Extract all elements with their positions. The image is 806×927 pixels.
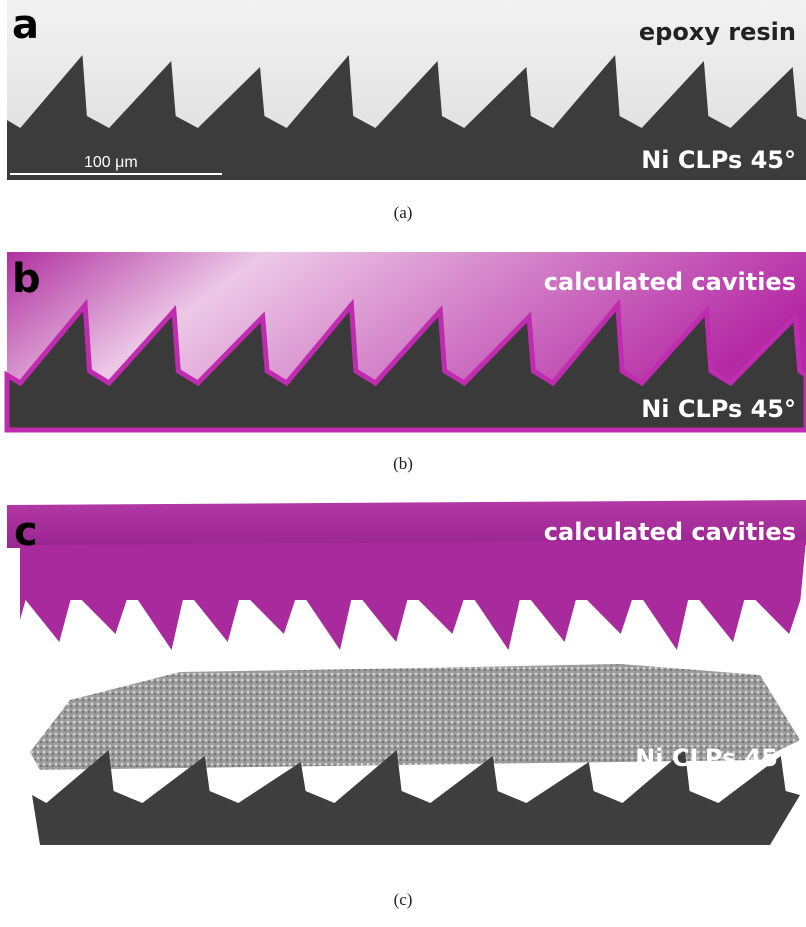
cavity-fringe [20, 540, 806, 650]
bottom-label: Ni CLPs 45° [635, 744, 790, 772]
caption: (b) [393, 454, 413, 473]
caption: (c) [394, 890, 413, 909]
caption: (a) [394, 203, 413, 222]
panel-letter: c [14, 509, 38, 555]
scale-label: 100 μm [84, 154, 138, 171]
panel-a: a epoxy resin 100 μm Ni CLPs 45° [7, 0, 806, 180]
panel-letter: b [12, 256, 41, 302]
panel-c: c calculated cavities Ni CLPs 45° [7, 500, 806, 845]
figure: a epoxy resin 100 μm Ni CLPs 45° (a) b c… [0, 0, 806, 927]
panel-b: b calculated cavities Ni CLPs 45° [7, 252, 806, 430]
bottom-label: Ni CLPs 45° [641, 395, 796, 423]
panel-letter: a [12, 2, 39, 48]
top-label: epoxy resin [639, 18, 796, 46]
top-label: calculated cavities [544, 518, 796, 546]
bottom-label: Ni CLPs 45° [641, 146, 796, 174]
top-label: calculated cavities [544, 268, 796, 296]
